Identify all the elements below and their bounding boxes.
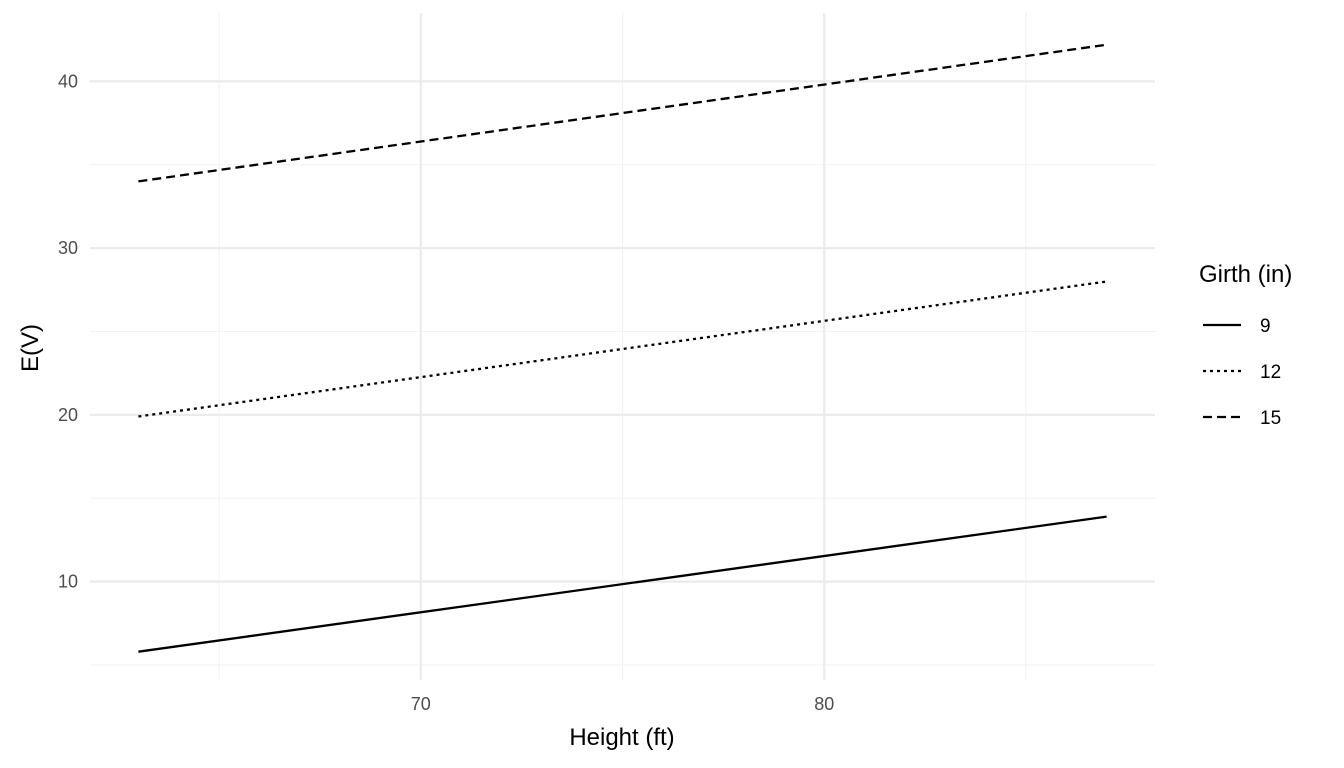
series-lines <box>138 43 1107 653</box>
x-tick-label: 80 <box>814 694 834 714</box>
grid <box>90 13 1155 680</box>
series-line-12 <box>138 280 1107 418</box>
y-tick-label: 20 <box>58 405 78 425</box>
legend-title: Girth (in) <box>1199 261 1292 288</box>
legend-label: 9 <box>1260 316 1271 337</box>
y-tick-label: 30 <box>58 238 78 258</box>
x-tick-label: 70 <box>411 694 431 714</box>
legend-label: 12 <box>1260 362 1281 383</box>
y-axis-title: E(V) <box>17 324 44 372</box>
x-axis-ticks: 70 80 <box>411 694 834 714</box>
x-axis-title: Height (ft) <box>569 724 674 751</box>
series-line-9 <box>138 515 1107 653</box>
y-axis-ticks: 10 20 30 40 <box>58 71 78 591</box>
legend: Girth (in) 9 12 15 <box>1199 261 1292 429</box>
y-tick-label: 40 <box>58 71 78 91</box>
series-line-15 <box>138 43 1107 183</box>
y-tick-label: 10 <box>58 572 78 592</box>
legend-label: 15 <box>1260 408 1281 429</box>
